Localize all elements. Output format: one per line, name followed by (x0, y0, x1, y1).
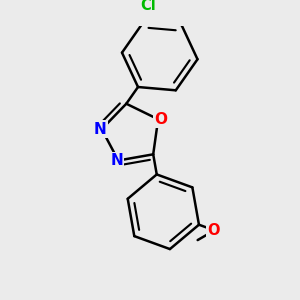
Text: N: N (94, 122, 106, 137)
Text: N: N (110, 153, 123, 168)
Text: Cl: Cl (140, 0, 156, 13)
Text: O: O (207, 223, 220, 238)
Text: O: O (154, 112, 167, 127)
